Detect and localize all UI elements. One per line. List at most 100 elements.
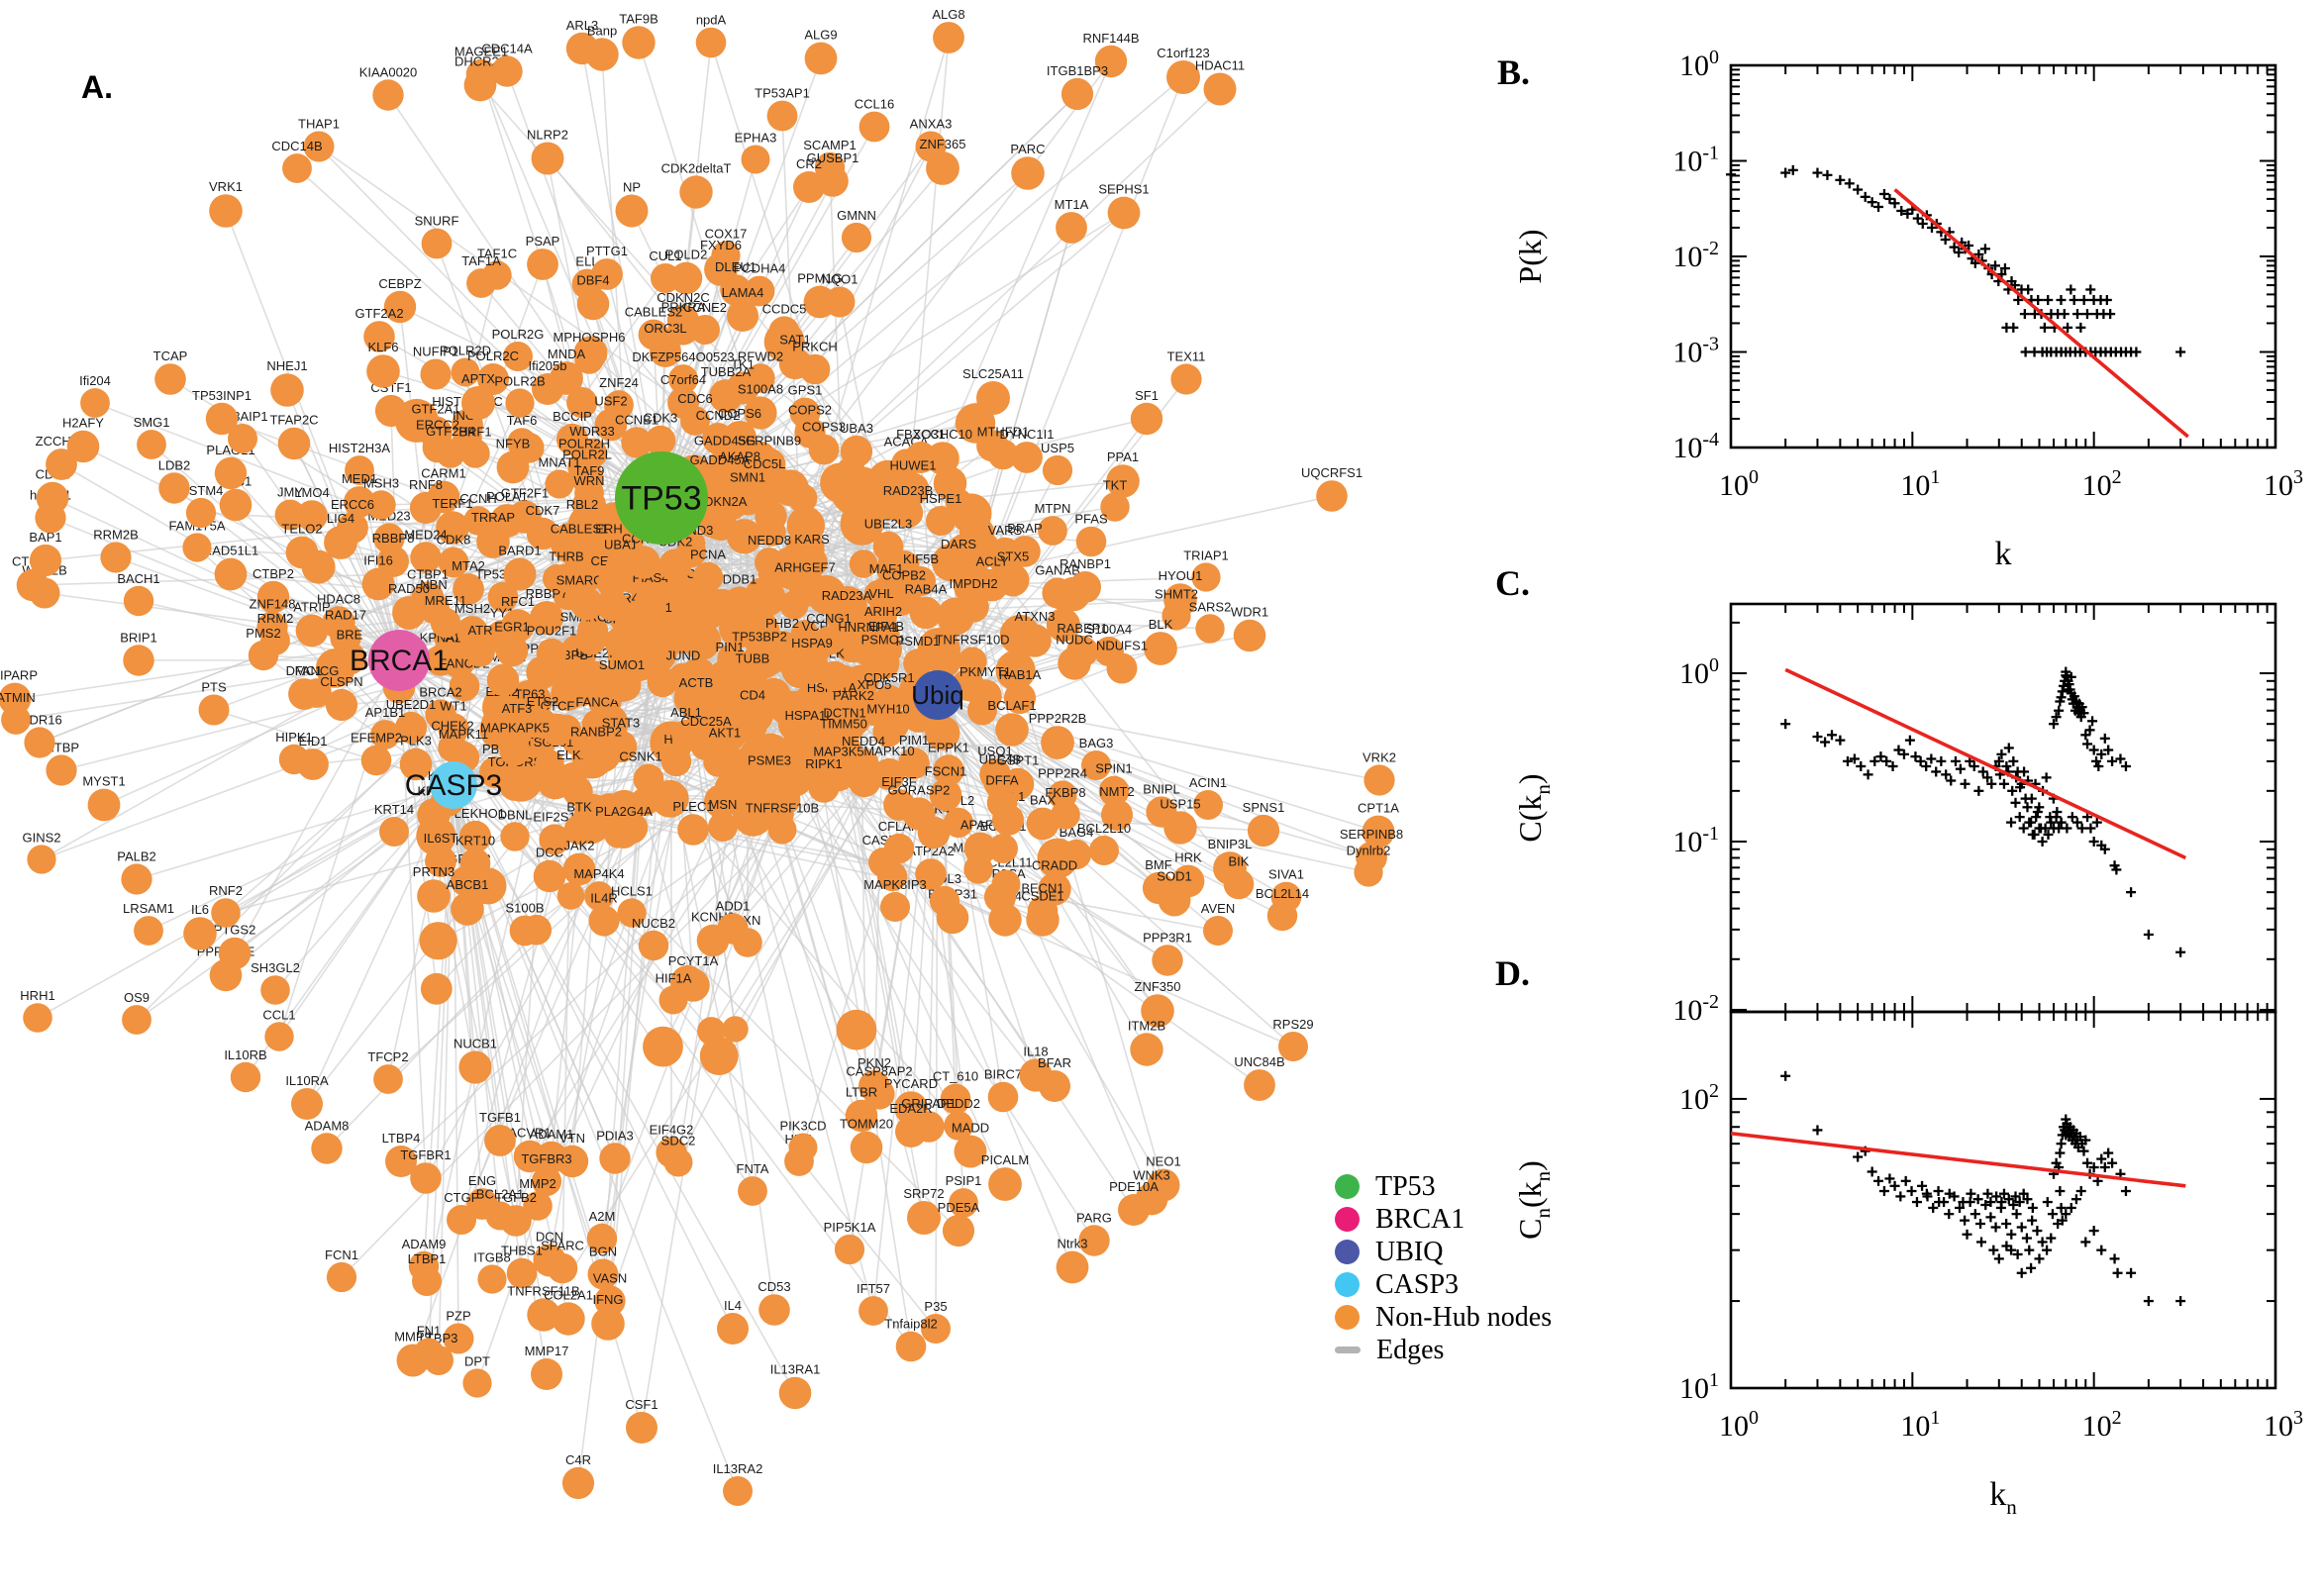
- network-node[interactable]: [843, 466, 882, 507]
- network-node[interactable]: S100A8: [738, 381, 783, 430]
- network-node[interactable]: ATP2A2: [907, 844, 955, 890]
- network-node[interactable]: [771, 469, 809, 507]
- network-node[interactable]: RNF144B: [1082, 31, 1140, 78]
- network-node[interactable]: RBL2: [566, 497, 599, 543]
- network-node[interactable]: CDK7: [526, 503, 560, 550]
- network-node[interactable]: RAD23B: [883, 483, 934, 529]
- network-node[interactable]: STAT3: [602, 716, 641, 763]
- network-node[interactable]: ATXN3: [1015, 609, 1056, 657]
- network-node[interactable]: JUND: [666, 648, 701, 694]
- network-node[interactable]: USF2: [594, 394, 628, 442]
- network-node[interactable]: VRK2: [1363, 749, 1396, 796]
- network-node[interactable]: RAB4A: [905, 582, 948, 630]
- network-node[interactable]: RAD50: [388, 581, 430, 630]
- network-node[interactable]: CABLES1: [551, 521, 609, 567]
- network-node[interactable]: BAG3: [1079, 736, 1114, 780]
- network-node[interactable]: PTTG1: [586, 244, 628, 290]
- network-node[interactable]: MAPK8IP3: [863, 877, 927, 922]
- network-node[interactable]: FANCA: [575, 694, 619, 741]
- network-node[interactable]: BRF1: [458, 424, 492, 468]
- network-node[interactable]: EPPK1: [928, 740, 969, 786]
- network-node[interactable]: BARD1: [498, 543, 542, 591]
- network-node[interactable]: CDC6: [677, 391, 713, 436]
- network-node[interactable]: DARS: [941, 537, 976, 583]
- network-node[interactable]: DYNC1I1: [1000, 427, 1055, 473]
- network-node[interactable]: [928, 644, 961, 678]
- network-node[interactable]: NLRP2: [527, 127, 568, 175]
- network-node[interactable]: EPHA3: [735, 130, 777, 174]
- network-node[interactable]: WDR1: [1231, 605, 1268, 652]
- network-node[interactable]: NUFIP1: [413, 345, 458, 390]
- network-node[interactable]: RANBP1: [1060, 556, 1111, 603]
- network-node[interactable]: MED24: [404, 527, 448, 573]
- network-node[interactable]: EID1: [297, 734, 329, 780]
- network-node[interactable]: ACTB: [679, 675, 714, 722]
- network-node[interactable]: SF1: [1130, 388, 1163, 436]
- network-node[interactable]: [772, 748, 800, 776]
- network-node[interactable]: TUBB2A: [701, 364, 752, 413]
- network-node[interactable]: [643, 1026, 683, 1067]
- network-node[interactable]: DFFA: [985, 773, 1019, 819]
- network-node[interactable]: MED1: [342, 471, 377, 518]
- network-node[interactable]: BCLAF1: [987, 698, 1037, 747]
- network-node[interactable]: AKT1: [709, 725, 742, 771]
- network-node[interactable]: POLR2B: [494, 373, 546, 418]
- network-node[interactable]: MNAT1: [538, 454, 581, 499]
- network-node[interactable]: BAX: [1026, 793, 1060, 841]
- network-node[interactable]: MAPK10: [863, 744, 915, 791]
- network-node[interactable]: RAB1A: [999, 667, 1042, 715]
- network-node[interactable]: [840, 502, 884, 546]
- network-node[interactable]: PRKRA: [661, 299, 706, 346]
- network-node[interactable]: TEX11: [1167, 349, 1206, 395]
- network-node[interactable]: POLR2G: [492, 327, 545, 371]
- network-node[interactable]: DDB1: [723, 571, 758, 620]
- network-node[interactable]: PKMYT1: [960, 664, 1011, 713]
- network-node[interactable]: LIG4: [324, 511, 357, 559]
- network-node[interactable]: SLC25A11: [962, 366, 1024, 415]
- network-node[interactable]: CCNB1: [615, 412, 658, 458]
- network-node[interactable]: IMPDH2: [949, 576, 998, 623]
- network-node[interactable]: SMN1: [730, 469, 765, 516]
- network-node[interactable]: ARHGEF7: [774, 560, 836, 608]
- network-node[interactable]: CDK3: [644, 411, 678, 456]
- network-node[interactable]: POLR2D: [440, 343, 491, 387]
- network-node[interactable]: BIK: [1223, 854, 1255, 900]
- network-node[interactable]: KIAA0020: [359, 64, 418, 111]
- network-node[interactable]: APAF1: [960, 818, 1000, 865]
- network-node[interactable]: PCDHA4: [734, 261, 786, 307]
- network-node[interactable]: RBBP8: [372, 531, 415, 577]
- network-node[interactable]: CPT1A: [1358, 801, 1399, 848]
- network-node[interactable]: PSME3: [748, 752, 791, 799]
- network-node[interactable]: PCNA: [690, 548, 726, 593]
- network-node[interactable]: LAMA4: [722, 285, 764, 332]
- network-node[interactable]: TP53AP1: [755, 86, 810, 132]
- network-node[interactable]: SHMT2: [1155, 586, 1198, 631]
- network-node[interactable]: PIM1: [898, 733, 930, 779]
- network-node[interactable]: ZNF350: [1135, 979, 1181, 1028]
- network-node[interactable]: TAF9B: [619, 11, 658, 59]
- network-node[interactable]: ETS2: [527, 694, 559, 740]
- network-node[interactable]: CDC14B: [271, 139, 323, 183]
- network-node[interactable]: TERF1: [432, 496, 473, 545]
- network-node[interactable]: HDAC11: [1195, 58, 1245, 106]
- network-node[interactable]: STX5: [996, 549, 1030, 597]
- network-node[interactable]: RNF8: [409, 477, 443, 525]
- network-node[interactable]: Banp: [585, 23, 619, 71]
- network-node[interactable]: PSAP: [526, 234, 560, 280]
- network-node[interactable]: BLK: [1144, 617, 1177, 665]
- network-node[interactable]: CDK8: [437, 533, 471, 578]
- network-node[interactable]: CSDE1: [1021, 888, 1064, 937]
- network-node[interactable]: GORASP2: [888, 782, 951, 831]
- network-node[interactable]: GUSBP1: [807, 150, 859, 197]
- network-node[interactable]: ATR: [465, 623, 495, 667]
- network-node[interactable]: CDC14A: [481, 41, 533, 87]
- network-node[interactable]: PFAS: [1074, 512, 1108, 557]
- network-node[interactable]: SNURF: [415, 214, 459, 259]
- network-node[interactable]: GMNN: [837, 208, 876, 253]
- network-node[interactable]: TRRAP: [471, 510, 515, 558]
- network-node[interactable]: HIPK1: [275, 730, 313, 775]
- network-node[interactable]: [699, 1037, 739, 1075]
- network-node[interactable]: UBA3: [840, 421, 873, 468]
- network-node[interactable]: HSPE1: [920, 491, 962, 536]
- network-node[interactable]: TELO2: [281, 522, 323, 569]
